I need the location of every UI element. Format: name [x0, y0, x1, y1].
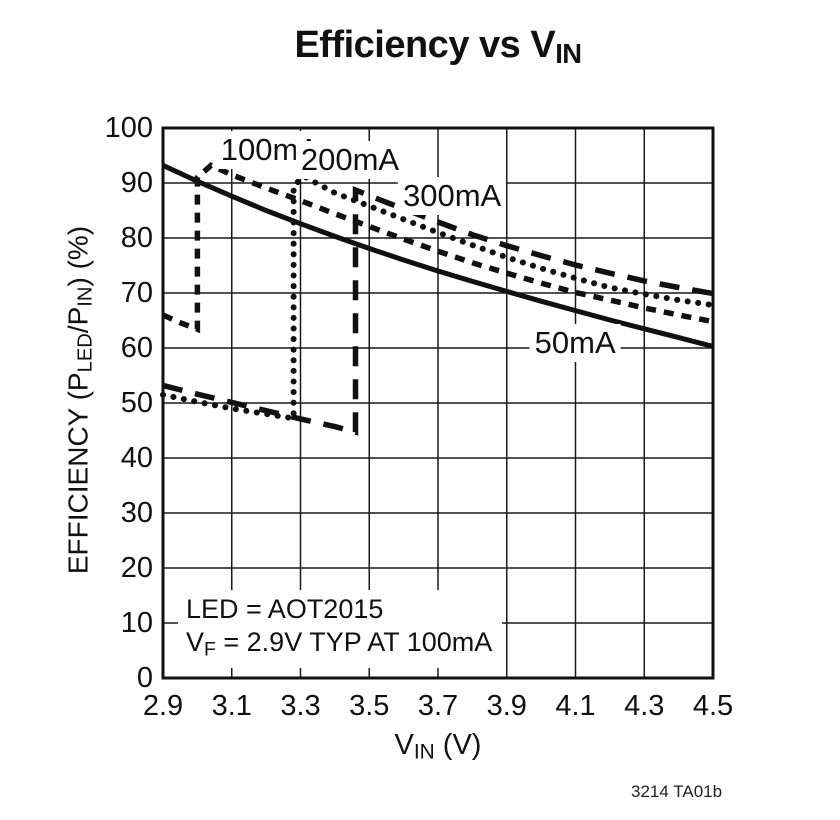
x-axis-title-rest: (V) — [434, 729, 482, 761]
figure-credit: 3214 TA01b — [631, 782, 723, 801]
y-tick-label: 20 — [120, 552, 153, 584]
y-axis-title-p3: ) (%) — [62, 225, 94, 287]
chart-title: Efficiency vs VIN — [163, 24, 713, 70]
y-axis-title: EFFICIENCY (PLED/PIN) (%) — [62, 226, 97, 574]
x-tick-label: 3.3 — [280, 690, 321, 722]
x-axis-title-main: V — [394, 729, 414, 761]
x-axis-title: VIN (V) — [163, 729, 713, 765]
y-tick-label: 30 — [120, 497, 153, 529]
x-tick-label: 4.3 — [624, 690, 665, 722]
series-label-300ma: 300mA — [397, 177, 507, 216]
y-tick-label: 40 — [120, 442, 153, 474]
series-label-50ma-text: 50mA — [534, 325, 616, 361]
annotation-line2-main: V — [186, 626, 205, 657]
y-tick-label: 0 — [136, 662, 153, 694]
annotation-line1: LED = AOT2015 — [186, 594, 384, 624]
chart-title-subscript: IN — [555, 38, 582, 70]
x-axis-title-subscript: IN — [413, 740, 435, 764]
y-axis-title-p1: EFFICIENCY (P — [62, 372, 94, 575]
chart-title-text: Efficiency vs V — [294, 24, 556, 66]
series-label-300ma-text: 300mA — [402, 178, 502, 214]
y-tick-label: 60 — [120, 332, 153, 364]
series-label-200ma: 200mA — [295, 140, 405, 179]
y-tick-label: 100 — [104, 112, 153, 144]
series-label-200ma-text: 200mA — [300, 141, 400, 177]
annotation-line2-rest: = 2.9V TYP AT 100mA — [215, 626, 493, 657]
series-label-50ma: 50mA — [529, 324, 621, 363]
y-tick-label: 50 — [120, 387, 153, 419]
x-tick-label: 4.5 — [692, 690, 734, 722]
x-tick-label: 4.1 — [555, 690, 596, 722]
test-conditions-annotation: LED = AOT2015 VF = 2.9V TYP AT 100mA — [178, 590, 503, 668]
x-tick-label: 3.7 — [417, 690, 459, 722]
y-tick-label: 90 — [120, 167, 153, 199]
y-axis-title-p2: /P — [62, 306, 94, 334]
y-tick-label: 70 — [120, 277, 153, 309]
y-tick-label: 10 — [120, 607, 153, 639]
x-tick-label: 3.9 — [486, 690, 527, 722]
y-axis-title-sub-led: LED — [74, 333, 97, 373]
annotation-line2: VF = 2.9V TYP AT 100mA — [186, 626, 492, 662]
y-tick-label: 80 — [120, 222, 153, 254]
curve-300mA — [162, 186, 714, 436]
x-tick-label: 2.9 — [142, 690, 184, 722]
x-tick-label: 3.5 — [349, 690, 390, 722]
x-tick-label: 3.1 — [211, 690, 252, 722]
y-axis-title-sub-in: IN — [74, 286, 97, 307]
annotation-line2-subscript: F — [204, 638, 216, 661]
